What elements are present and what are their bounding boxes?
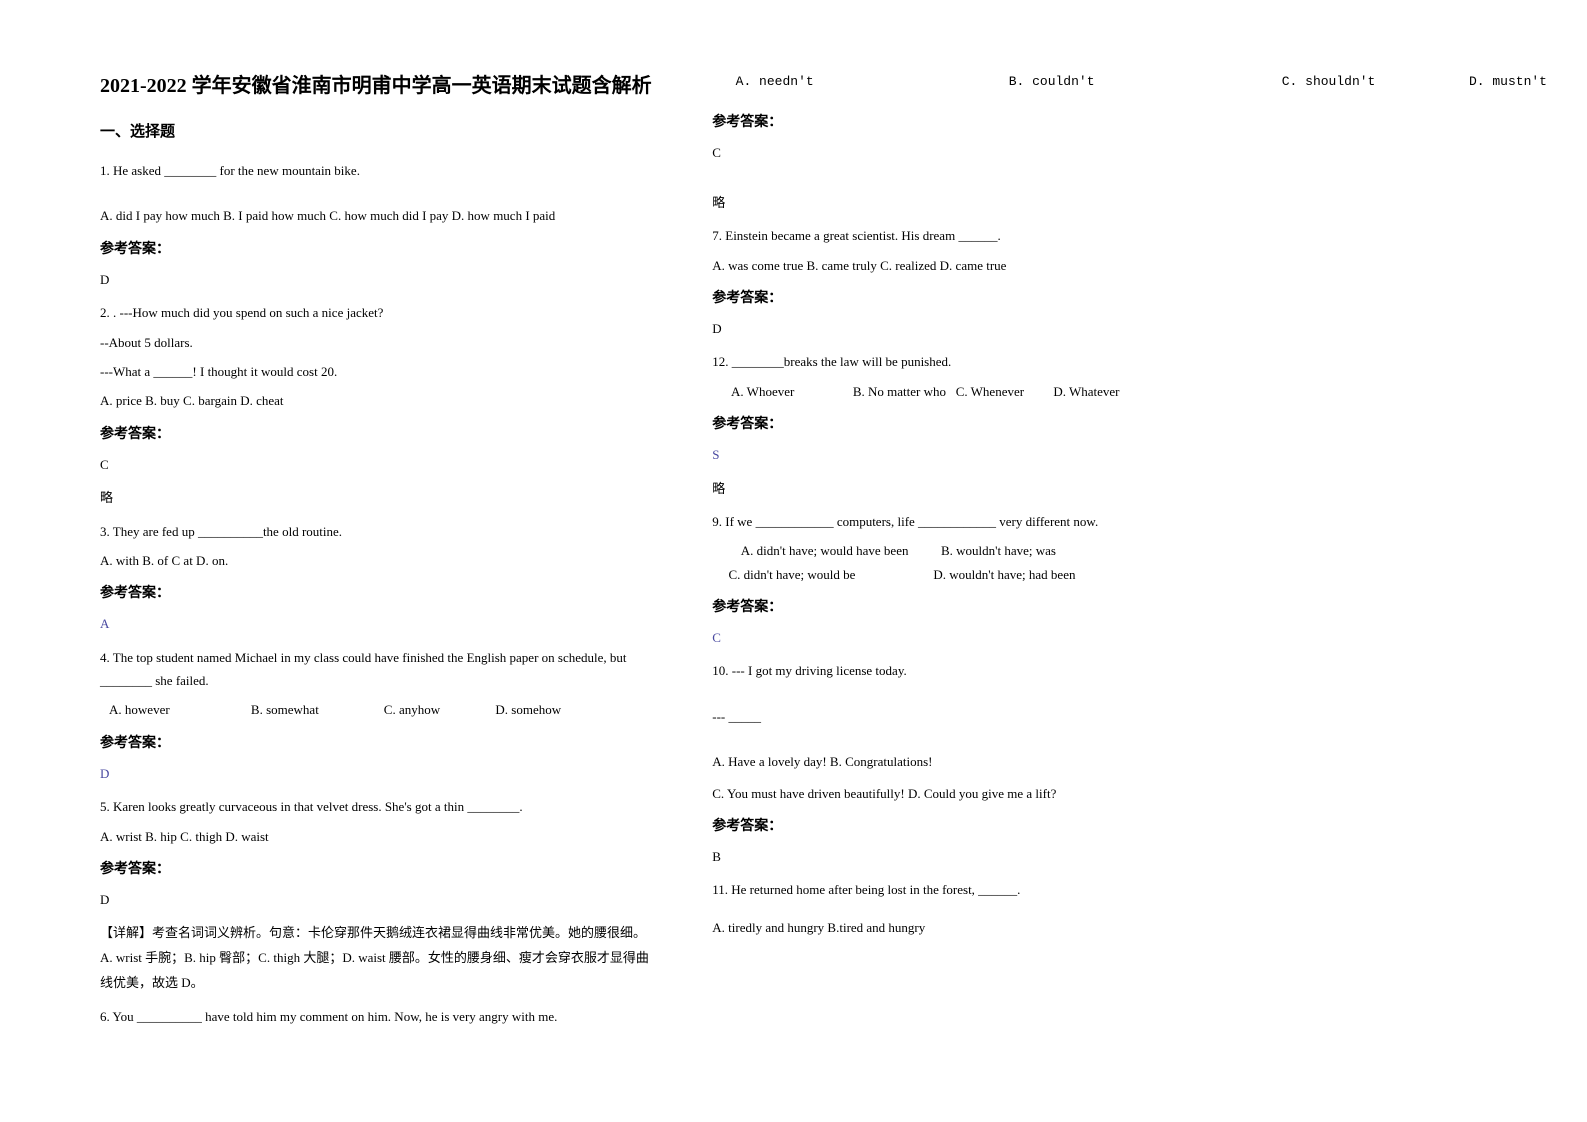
question-10-options2: C. You must have driven beautifully! D. … <box>712 782 1547 805</box>
answer-label: 参考答案： <box>100 238 652 258</box>
right-column: A. needn't B. couldn't C. shouldn't D. m… <box>692 70 1547 1092</box>
question-9: 9. If we ____________ computers, life __… <box>712 510 1547 533</box>
answer-label: 参考答案： <box>712 287 1547 307</box>
question-7-answer: D <box>712 317 1547 340</box>
question-3-answer: A <box>100 612 652 635</box>
question-9-answer: C <box>712 626 1547 649</box>
question-2-line3: ---What a ______! I thought it would cos… <box>100 360 652 383</box>
question-5-options: A. wrist B. hip C. thigh D. waist <box>100 825 652 848</box>
question-4-answer: D <box>100 762 652 785</box>
document-title: 2021-2022 学年安徽省淮南市明甫中学高一英语期末试题含解析 <box>100 70 652 102</box>
question-10-line1: 10. --- I got my driving license today. <box>712 659 1547 682</box>
question-4-options: A. however B. somewhat C. anyhow D. some… <box>100 698 652 721</box>
question-2-line1: 2. . ---How much did you spend on such a… <box>100 301 652 324</box>
answer-label: 参考答案： <box>100 858 652 878</box>
question-6: 6. You __________ have told him my comme… <box>100 1005 652 1028</box>
question-11-options: A. tiredly and hungry B.tired and hungry <box>712 916 1547 939</box>
question-5-answer: D <box>100 888 652 911</box>
question-6-answer: C <box>712 141 1547 164</box>
question-10-options1: A. Have a lovely day! B. Congratulations… <box>712 750 1547 773</box>
answer-label: 参考答案： <box>100 423 652 443</box>
answer-label: 参考答案： <box>712 111 1547 131</box>
question-12-answer: S <box>712 443 1547 466</box>
question-5-explanation: 【详解】考查名词词义辨析。句意：卡伦穿那件天鹅绒连衣裙显得曲线非常优美。她的腰很… <box>100 921 652 995</box>
question-12: 12. ________breaks the law will be punis… <box>712 350 1547 373</box>
left-column: 2021-2022 学年安徽省淮南市明甫中学高一英语期末试题含解析 一、选择题 … <box>100 70 692 1092</box>
question-6-options: A. needn't B. couldn't C. shouldn't D. m… <box>712 70 1547 93</box>
question-12-options: A. Whoever B. No matter who C. Whenever … <box>712 380 1547 403</box>
question-3-options: A. with B. of C at D. on. <box>100 549 652 572</box>
question-1-options: A. did I pay how much B. I paid how much… <box>100 204 652 227</box>
page-container: 2021-2022 学年安徽省淮南市明甫中学高一英语期末试题含解析 一、选择题 … <box>0 0 1587 1122</box>
question-5: 5. Karen looks greatly curvaceous in tha… <box>100 795 652 818</box>
question-3: 3. They are fed up __________the old rou… <box>100 520 652 543</box>
answer-label: 参考答案： <box>712 596 1547 616</box>
question-2-options: A. price B. buy C. bargain D. cheat <box>100 389 652 412</box>
question-7-options: A. was come true B. came truly C. realiz… <box>712 254 1547 277</box>
question-10-answer: B <box>712 845 1547 868</box>
answer-label: 参考答案： <box>712 413 1547 433</box>
answer-label: 参考答案： <box>100 582 652 602</box>
question-1-answer: D <box>100 268 652 291</box>
question-7: 7. Einstein became a great scientist. Hi… <box>712 224 1547 247</box>
answer-label: 参考答案： <box>712 815 1547 835</box>
question-9-options1: A. didn't have; would have been B. would… <box>712 539 1547 562</box>
question-2-note: 略 <box>100 486 652 509</box>
question-9-options2: C. didn't have; would be D. wouldn't hav… <box>712 563 1547 586</box>
question-11: 11. He returned home after being lost in… <box>712 878 1547 901</box>
question-10-line2: --- _____ <box>712 705 1547 728</box>
question-2-line2: --About 5 dollars. <box>100 331 652 354</box>
question-2-answer: C <box>100 453 652 476</box>
question-4: 4. The top student named Michael in my c… <box>100 646 652 693</box>
answer-label: 参考答案： <box>100 732 652 752</box>
question-1: 1. He asked ________ for the new mountai… <box>100 159 652 182</box>
question-6-note: 略 <box>712 191 1547 214</box>
section-header: 一、选择题 <box>100 120 652 141</box>
question-12-note: 略 <box>712 477 1547 500</box>
